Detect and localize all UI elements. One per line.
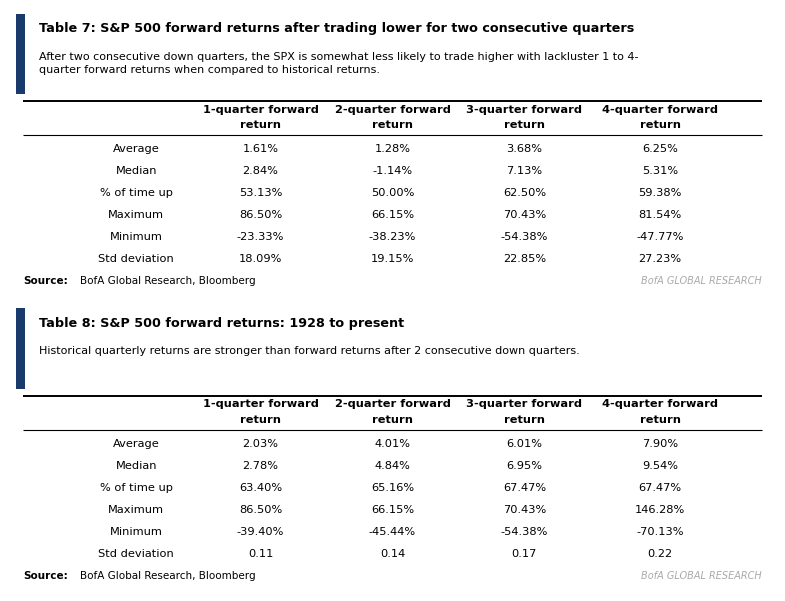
Text: 1.28%: 1.28% bbox=[374, 144, 411, 154]
Text: BofA GLOBAL RESEARCH: BofA GLOBAL RESEARCH bbox=[641, 571, 761, 581]
Text: 70.43%: 70.43% bbox=[502, 210, 546, 221]
Bar bbox=[16, 308, 25, 389]
Text: -38.23%: -38.23% bbox=[369, 233, 416, 242]
Text: 7.13%: 7.13% bbox=[506, 166, 542, 176]
Bar bbox=[16, 14, 25, 94]
Text: Average: Average bbox=[113, 144, 159, 154]
Text: 2.84%: 2.84% bbox=[243, 166, 279, 176]
Text: Average: Average bbox=[113, 439, 159, 449]
Text: 63.40%: 63.40% bbox=[239, 483, 282, 493]
Text: return: return bbox=[372, 120, 413, 130]
Text: Minimum: Minimum bbox=[110, 233, 162, 242]
Text: Minimum: Minimum bbox=[110, 527, 162, 537]
Text: return: return bbox=[640, 120, 681, 130]
Text: 5.31%: 5.31% bbox=[642, 166, 678, 176]
Text: -47.77%: -47.77% bbox=[637, 233, 684, 242]
Text: Table 7: S&P 500 forward returns after trading lower for two consecutive quarter: Table 7: S&P 500 forward returns after t… bbox=[39, 22, 634, 35]
Text: 19.15%: 19.15% bbox=[371, 254, 414, 264]
Text: Source:: Source: bbox=[24, 276, 68, 286]
Text: 65.16%: 65.16% bbox=[371, 483, 414, 493]
Text: BofA Global Research, Bloomberg: BofA Global Research, Bloomberg bbox=[80, 571, 255, 581]
Text: 1.61%: 1.61% bbox=[243, 144, 279, 154]
Text: 2-quarter forward: 2-quarter forward bbox=[334, 105, 451, 115]
Text: 81.54%: 81.54% bbox=[638, 210, 681, 221]
Text: Median: Median bbox=[115, 166, 157, 176]
Text: 0.11: 0.11 bbox=[248, 549, 273, 559]
Text: 1-quarter forward: 1-quarter forward bbox=[203, 105, 319, 115]
Text: -1.14%: -1.14% bbox=[372, 166, 413, 176]
Text: return: return bbox=[640, 415, 681, 425]
Text: 50.00%: 50.00% bbox=[371, 188, 414, 198]
Text: After two consecutive down quarters, the SPX is somewhat less likely to trade hi: After two consecutive down quarters, the… bbox=[39, 52, 638, 75]
Text: 4.01%: 4.01% bbox=[374, 439, 411, 449]
Text: Std deviation: Std deviation bbox=[98, 254, 174, 264]
Text: 2.03%: 2.03% bbox=[243, 439, 279, 449]
Text: 7.90%: 7.90% bbox=[642, 439, 678, 449]
Text: 22.85%: 22.85% bbox=[503, 254, 546, 264]
Text: 70.43%: 70.43% bbox=[502, 505, 546, 515]
Text: 27.23%: 27.23% bbox=[638, 254, 681, 264]
Text: 0.17: 0.17 bbox=[512, 549, 537, 559]
Text: Source:: Source: bbox=[24, 571, 68, 581]
Text: 146.28%: 146.28% bbox=[635, 505, 685, 515]
Text: 6.25%: 6.25% bbox=[642, 144, 678, 154]
Text: 86.50%: 86.50% bbox=[239, 505, 283, 515]
Text: 66.15%: 66.15% bbox=[371, 505, 414, 515]
Text: 1-quarter forward: 1-quarter forward bbox=[203, 399, 319, 409]
Text: 0.14: 0.14 bbox=[380, 549, 405, 559]
Text: Maximum: Maximum bbox=[108, 210, 164, 221]
Text: 66.15%: 66.15% bbox=[371, 210, 414, 221]
Text: 0.22: 0.22 bbox=[648, 549, 673, 559]
Text: 86.50%: 86.50% bbox=[239, 210, 283, 221]
Text: return: return bbox=[504, 120, 545, 130]
Text: 53.13%: 53.13% bbox=[239, 188, 283, 198]
Text: -54.38%: -54.38% bbox=[501, 233, 548, 242]
Text: 67.47%: 67.47% bbox=[503, 483, 546, 493]
Text: 4-quarter forward: 4-quarter forward bbox=[602, 399, 718, 409]
Text: -54.38%: -54.38% bbox=[501, 527, 548, 537]
Text: 6.95%: 6.95% bbox=[506, 461, 542, 471]
Text: 2.78%: 2.78% bbox=[243, 461, 279, 471]
Text: 6.01%: 6.01% bbox=[506, 439, 542, 449]
Text: % of time up: % of time up bbox=[100, 483, 173, 493]
Text: Maximum: Maximum bbox=[108, 505, 164, 515]
Text: 9.54%: 9.54% bbox=[642, 461, 678, 471]
Text: -70.13%: -70.13% bbox=[637, 527, 684, 537]
Text: BofA GLOBAL RESEARCH: BofA GLOBAL RESEARCH bbox=[641, 276, 761, 286]
Text: 62.50%: 62.50% bbox=[503, 188, 546, 198]
Text: 3-quarter forward: 3-quarter forward bbox=[466, 399, 582, 409]
Text: % of time up: % of time up bbox=[100, 188, 173, 198]
Text: 3.68%: 3.68% bbox=[506, 144, 542, 154]
Text: 18.09%: 18.09% bbox=[239, 254, 283, 264]
Text: Table 8: S&P 500 forward returns: 1928 to present: Table 8: S&P 500 forward returns: 1928 t… bbox=[39, 317, 404, 329]
Text: Historical quarterly returns are stronger than forward returns after 2 consecuti: Historical quarterly returns are stronge… bbox=[39, 346, 580, 356]
Text: return: return bbox=[372, 415, 413, 425]
Text: 4.84%: 4.84% bbox=[374, 461, 411, 471]
Text: BofA Global Research, Bloomberg: BofA Global Research, Bloomberg bbox=[80, 276, 255, 286]
Text: -39.40%: -39.40% bbox=[237, 527, 284, 537]
Text: 3-quarter forward: 3-quarter forward bbox=[466, 105, 582, 115]
Text: Std deviation: Std deviation bbox=[98, 549, 174, 559]
Text: 2-quarter forward: 2-quarter forward bbox=[334, 399, 451, 409]
Text: return: return bbox=[240, 415, 281, 425]
Text: return: return bbox=[240, 120, 281, 130]
Text: -45.44%: -45.44% bbox=[369, 527, 416, 537]
Text: 59.38%: 59.38% bbox=[638, 188, 681, 198]
Text: Median: Median bbox=[115, 461, 157, 471]
Text: -23.33%: -23.33% bbox=[237, 233, 284, 242]
Text: 4-quarter forward: 4-quarter forward bbox=[602, 105, 718, 115]
Text: return: return bbox=[504, 415, 545, 425]
Text: 67.47%: 67.47% bbox=[638, 483, 681, 493]
